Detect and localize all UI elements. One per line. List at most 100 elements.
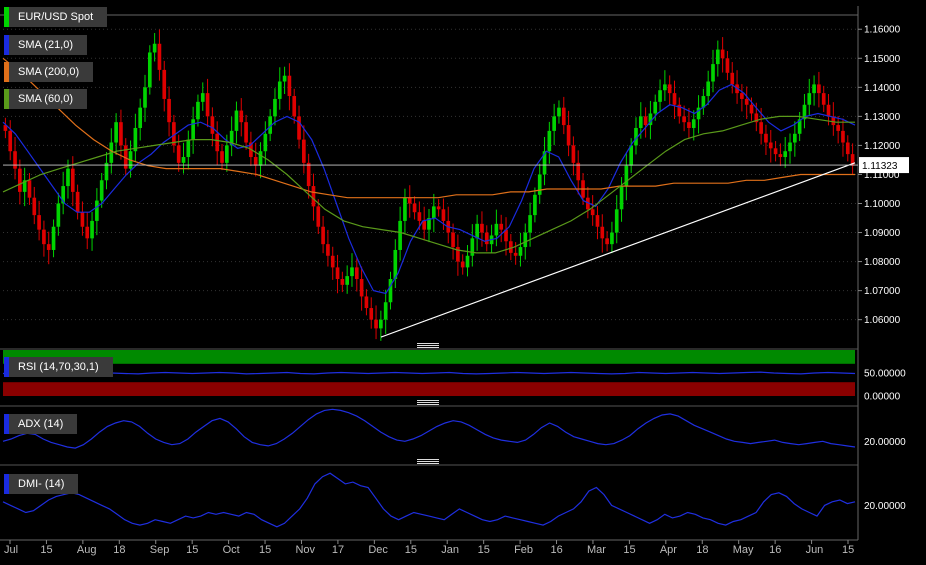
candle-body [181, 157, 186, 163]
candle-body [658, 90, 662, 102]
candle-body [831, 116, 836, 126]
legend-main[interactable]: EUR/USD Spot [4, 7, 108, 27]
candle-body [306, 162, 311, 187]
candle-body [484, 232, 489, 245]
legend-sma21[interactable]: SMA (21,0) [4, 35, 88, 55]
candle-body [13, 151, 17, 169]
candle-body [95, 200, 99, 221]
candle-body [788, 142, 792, 152]
candle-body [523, 232, 528, 248]
legend-adx-swatch [4, 414, 9, 434]
candle-body [518, 247, 523, 256]
candle-body [663, 84, 667, 91]
legend-dmi[interactable]: DMI- (14) [4, 474, 79, 494]
candle-body [330, 255, 335, 268]
x-tick-label: Feb [514, 544, 533, 556]
x-tick-label: 18 [696, 544, 708, 556]
x-tick-label: 15 [478, 544, 490, 556]
candle-body [234, 110, 239, 131]
pane-splitter-handle[interactable] [417, 342, 439, 349]
candle-body [629, 145, 633, 166]
candle-body [90, 220, 94, 239]
candle-body [826, 104, 831, 117]
pane-splitter-handle[interactable] [417, 458, 439, 465]
candle-body [46, 244, 51, 250]
candle-body [542, 151, 547, 175]
candle-body [533, 194, 537, 216]
candle-body [277, 81, 282, 99]
candle-body [431, 206, 436, 219]
candle-body [364, 296, 369, 309]
legend-rsi-swatch [4, 357, 9, 377]
y-tick-label: 1.11000 [864, 170, 900, 181]
candle-body [398, 220, 402, 250]
rsi-y-tick-label: 50.00000 [864, 369, 906, 380]
legend-sma60[interactable]: SMA (60,0) [4, 89, 88, 109]
candle-body [215, 133, 220, 152]
candle-body [273, 98, 277, 117]
x-tick-label: 17 [332, 544, 344, 556]
candle-body [239, 110, 244, 123]
candle-body [138, 107, 143, 128]
candle-body [691, 119, 696, 128]
candle-body [85, 226, 90, 239]
x-tick-label: Mar [587, 544, 606, 556]
candle-body [634, 127, 638, 146]
candle-body [152, 43, 157, 53]
candle-body [3, 125, 8, 131]
candle-body [316, 206, 321, 227]
pane-splitter-handle[interactable] [417, 399, 439, 406]
candle-body [436, 206, 441, 210]
y-tick-label: 1.07000 [864, 286, 901, 297]
x-tick-label: Jul [4, 544, 18, 556]
last-price-label: 1.11323 [862, 161, 898, 172]
rsi-line [2, 371, 856, 375]
candle-body [807, 93, 812, 105]
candle-body [167, 98, 171, 123]
candle-body [624, 165, 629, 187]
candle-body [768, 142, 773, 149]
candle-body [845, 142, 850, 155]
candle-body [326, 244, 330, 256]
candle-body [638, 116, 643, 128]
candle-body [345, 276, 349, 285]
candle-body [754, 113, 759, 123]
candle-body [369, 308, 374, 320]
candle-body [37, 215, 41, 230]
candle-body [509, 241, 513, 253]
candle-body [528, 215, 532, 233]
legend-adx[interactable]: ADX (14) [4, 414, 78, 434]
x-tick-label: Sep [150, 544, 170, 556]
candle-body [42, 229, 46, 245]
y-tick-label: 1.15000 [864, 54, 901, 65]
candle-body [51, 226, 56, 250]
candle-body [388, 279, 393, 303]
dmi-line [2, 472, 856, 528]
candle-body [605, 238, 609, 245]
candle-body [480, 223, 484, 233]
legend-sma200[interactable]: SMA (200,0) [4, 62, 94, 82]
y-tick-label: 1.12000 [864, 141, 901, 152]
candle-body [22, 180, 27, 192]
legend-sma21-swatch [4, 35, 9, 55]
y-tick-label: 1.16000 [864, 25, 901, 36]
x-tick-label: 15 [842, 544, 854, 556]
x-tick-label: 15 [40, 544, 52, 556]
x-tick-label: Dec [368, 544, 388, 556]
candle-body [229, 130, 234, 146]
candle-body [701, 96, 706, 108]
candle-body [812, 84, 816, 94]
candle-body [282, 75, 287, 82]
candle-body [18, 168, 22, 192]
candle-body [220, 151, 224, 163]
x-tick-label: 16 [769, 544, 781, 556]
legend-rsi[interactable]: RSI (14,70,30,1) [4, 357, 113, 377]
candle-body [441, 209, 446, 221]
candle-body [817, 84, 821, 94]
candle-body [725, 58, 730, 73]
candle-body [451, 232, 455, 248]
candle-body [706, 81, 711, 97]
candle-body [557, 107, 561, 117]
candle-body [586, 197, 590, 210]
